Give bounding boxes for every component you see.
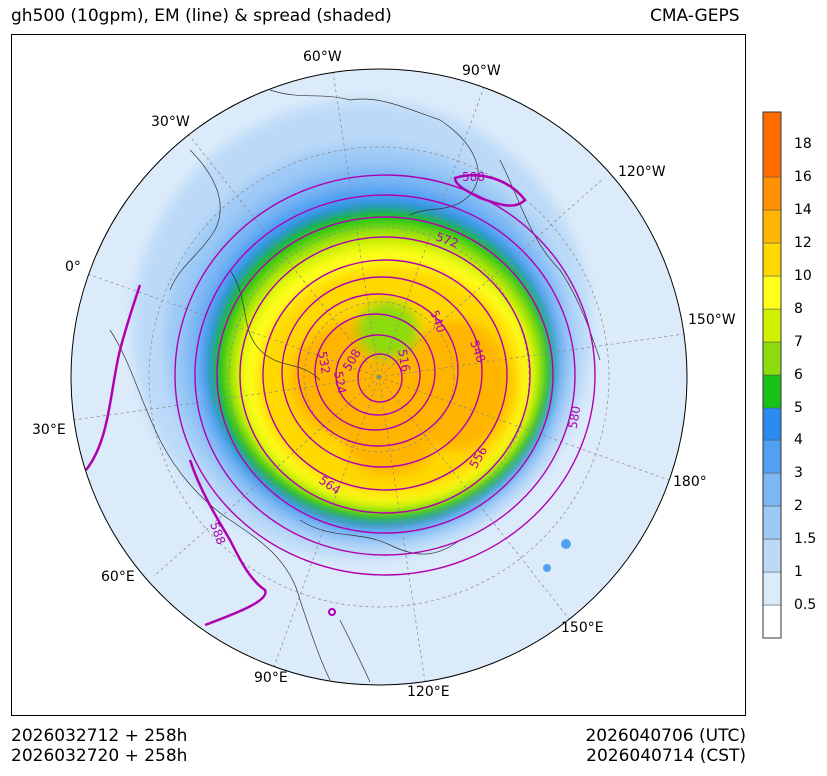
height-contours [85, 174, 596, 627]
lon-label-30w: 30°W [151, 114, 190, 130]
lon-label-0: 0° [65, 259, 81, 275]
colorbar-segment [762, 374, 782, 409]
lon-label-90e: 90°E [254, 670, 288, 686]
colorbar-segment [762, 407, 782, 441]
colorbar-segment [762, 176, 782, 211]
colorbar-segment [762, 209, 782, 244]
contour-588-dot [328, 608, 336, 616]
colorbar-tick-label: 12 [794, 235, 812, 251]
colorbar-tick-label: 8 [794, 301, 803, 317]
contour-524 [314, 313, 436, 431]
footer-valid-times: 2026040706 (UTC) 2026040714 (CST) [585, 726, 746, 766]
lon-label-150w: 150°W [688, 312, 736, 328]
coastlines [109, 89, 601, 683]
valid-utc: 2026040706 (UTC) [585, 726, 746, 746]
colorbar-tick-label: 18 [794, 136, 812, 152]
colorbar-tick-label: 4 [794, 432, 803, 448]
contour-508 [357, 353, 403, 403]
spread-spot [561, 539, 571, 549]
contour-label: 580 [566, 405, 584, 430]
colorbar-tick-label: 1.5 [794, 531, 817, 547]
contour-564 [216, 216, 554, 534]
map-title: gh500 (10gpm), EM (line) & spread (shade… [11, 6, 392, 26]
map-boundary [70, 68, 688, 686]
spread-pole-low [358, 302, 418, 358]
spread-spot-2 [543, 564, 551, 572]
contour-label: 532 [315, 350, 333, 375]
colorbar-tick-label: 5 [794, 400, 803, 416]
contour-572 [194, 194, 576, 556]
colorbar-segment [762, 242, 782, 277]
lon-label-180: 180° [673, 474, 707, 490]
contour-label: 516 [395, 348, 413, 373]
init-cst: 2026032720 + 258h [11, 746, 188, 766]
colorbar-tick-label: 14 [794, 202, 812, 218]
colorbar-tick-label: 2 [794, 498, 803, 514]
colorbar-segment [762, 439, 782, 474]
colorbar [762, 111, 782, 639]
model-name: CMA-GEPS [650, 6, 740, 26]
colorbar-segment [762, 275, 782, 310]
init-utc: 2026032712 + 258h [11, 726, 188, 746]
contour-label: 524 [331, 370, 349, 395]
colorbar-outline [762, 111, 782, 639]
contour-588-north [453, 174, 527, 207]
lon-label-30e: 30°E [32, 422, 66, 438]
spread-12-bottom [345, 405, 435, 475]
colorbar-segment [762, 505, 782, 540]
colorbar-tick-label: 6 [794, 367, 803, 383]
colorbar-segment [762, 538, 782, 573]
lon-label-150e: 150°E [561, 620, 604, 636]
contour-588-south [188, 459, 267, 627]
map-frame [11, 34, 746, 716]
colorbar-tick-label: 7 [794, 334, 803, 350]
colorbar-tick-label: 1 [794, 564, 803, 580]
spread-12-right [400, 320, 510, 450]
spread-shading [71, 69, 687, 685]
lon-label-120w: 120°W [618, 164, 666, 180]
contour-532 [297, 293, 459, 447]
lon-label-120e: 120°E [407, 684, 450, 700]
colorbar-tick-label: 3 [794, 465, 803, 481]
colorbar-segment [762, 111, 782, 178]
contour-588-west [85, 284, 142, 471]
colorbar-segment [762, 472, 782, 507]
colorbar-segment [762, 308, 782, 343]
lon-label-60e: 60°E [101, 569, 135, 585]
contour-516 [335, 334, 421, 416]
colorbar-tick-label: 16 [794, 169, 812, 185]
graticule [73, 71, 685, 683]
lon-label-90w: 90°W [462, 63, 501, 79]
colorbar-tick-label: 0.5 [794, 597, 817, 613]
colorbar-segment [762, 604, 782, 639]
lon-label-60w: 60°W [303, 49, 342, 65]
contour-580 [174, 174, 596, 576]
colorbar-tick-label: 10 [794, 268, 812, 284]
valid-cst: 2026040714 (CST) [586, 746, 746, 766]
colorbar-segment [762, 341, 782, 376]
colorbar-segment [762, 571, 782, 606]
contour-556 [239, 236, 531, 514]
contour-label: 588 [462, 170, 485, 184]
contour-540 [281, 276, 483, 468]
footer-init-times: 2026032712 + 258h 2026032720 + 258h [11, 726, 187, 766]
contour-548 [262, 259, 508, 491]
